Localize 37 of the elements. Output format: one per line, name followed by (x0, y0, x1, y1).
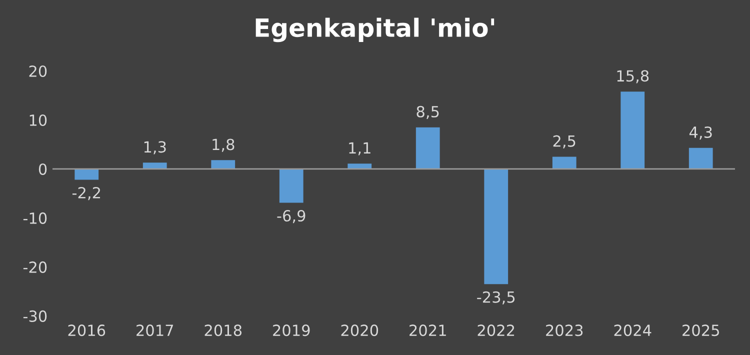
data-label: 1,3 (144, 141, 166, 154)
chart-title: Egenkapital 'mio' (256, 18, 494, 42)
bar (348, 164, 372, 169)
y-tick-label: 0 (38, 163, 47, 175)
data-label: -6,9 (277, 210, 306, 224)
data-label: 1,1 (349, 142, 370, 156)
x-tick-label: 2023 (546, 324, 583, 336)
data-label: 15,8 (617, 70, 649, 84)
bar (552, 156, 576, 169)
x-tick-label: 2020 (341, 324, 378, 336)
data-label: 4,3 (689, 126, 712, 140)
bar (620, 92, 645, 169)
bar (142, 162, 167, 169)
bar (279, 168, 304, 203)
y-tick-label: -10 (23, 212, 47, 224)
bar (211, 160, 236, 169)
x-tick-label: 2019 (273, 324, 310, 336)
x-tick-label: 2025 (682, 324, 719, 336)
y-tick-label: -20 (23, 261, 47, 273)
x-tick-label: 2018 (204, 324, 242, 336)
y-tick-label: -30 (23, 310, 47, 322)
bar (74, 168, 99, 180)
x-tick-label: 2016 (68, 324, 106, 336)
data-label: -23,5 (477, 291, 515, 304)
y-tick-label: 10 (30, 114, 47, 126)
bar (688, 148, 713, 169)
y-tick-label: 20 (29, 65, 47, 78)
x-tick-label: 2022 (478, 324, 514, 336)
data-label: 1,8 (212, 138, 234, 152)
bar (484, 168, 508, 284)
x-tick-label: 2021 (410, 324, 446, 336)
x-tick-label: 2024 (614, 324, 652, 336)
x-tick-label: 2017 (136, 324, 174, 336)
data-label: 8,5 (416, 106, 439, 119)
bar (416, 127, 440, 169)
data-label: -2,2 (72, 186, 100, 200)
data-label: 2,5 (553, 135, 576, 148)
